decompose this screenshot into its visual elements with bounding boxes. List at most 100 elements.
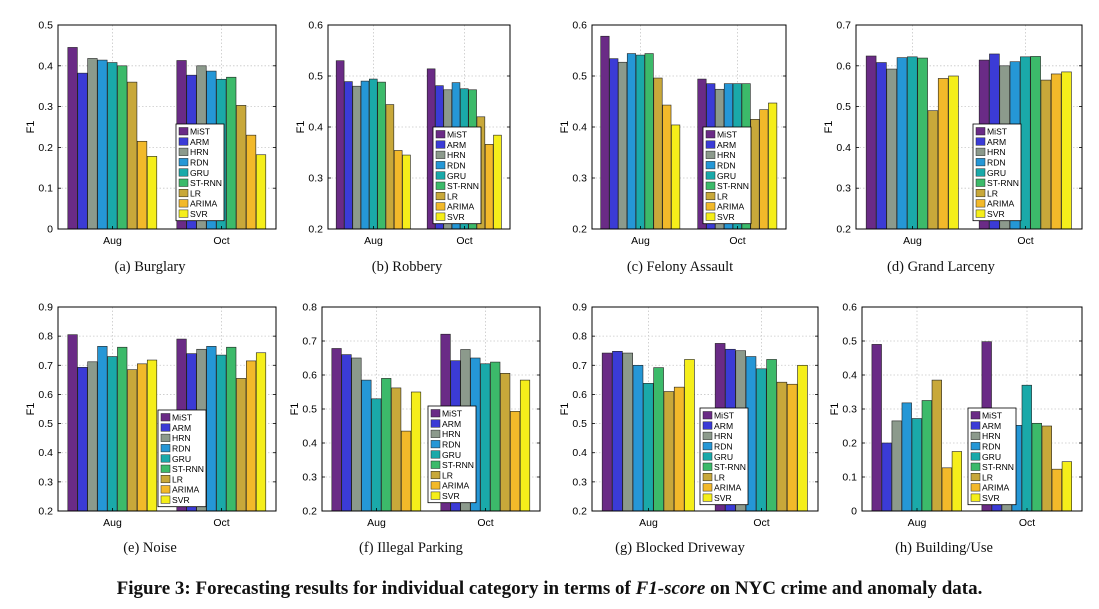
bar-svr-oct: [768, 102, 778, 230]
legend-label-rdn: RDN: [447, 161, 466, 171]
bar-gru-aug: [907, 56, 918, 230]
legend-label-arm: ARM: [717, 140, 736, 150]
legend-label-lr: LR: [714, 472, 725, 482]
axes-frame: [57, 306, 277, 512]
legend-swatch-arm: [435, 140, 446, 149]
y-tick-label: 0.5: [38, 20, 53, 32]
legend-label-rdn: RDN: [442, 440, 461, 450]
bar-mist-aug: [335, 60, 345, 230]
y-tick-label: 0.5: [842, 336, 857, 348]
legend-swatch-st-rnn: [178, 178, 189, 187]
legend-label-gru: GRU: [982, 452, 1001, 462]
legend-label-mist: MiST: [442, 409, 463, 419]
bar-lr-aug: [385, 104, 395, 230]
legend-swatch-gru: [435, 171, 446, 180]
bar-arima-aug: [137, 363, 148, 512]
legend-swatch-svr: [702, 493, 713, 502]
bar-svr-aug: [948, 75, 959, 230]
bar-svr-oct: [797, 364, 808, 512]
subcaption-e: (e) Noise: [123, 540, 177, 556]
bar-arima-oct: [1051, 468, 1062, 512]
chart-a: 0 0.1 0.2 0.3 0.4 0.5 Aug Oct F1 MiSTARMHRNRDNGRU…: [25, 20, 277, 247]
bar-rdn-aug: [360, 80, 370, 230]
legend-swatch-svr: [178, 209, 189, 218]
bar-lr-oct: [500, 372, 511, 512]
bar-rdn-aug: [896, 57, 908, 230]
x-tick-label: Aug: [367, 517, 386, 529]
bar-st-rnn-aug: [117, 65, 128, 230]
y-tick-label: 0.6: [836, 60, 851, 72]
bar-arm-aug: [609, 58, 619, 230]
legend-label-svr: SVR: [714, 493, 732, 503]
legend-swatch-lr: [178, 189, 189, 198]
legend-label-rdn: RDN: [982, 442, 1001, 452]
legend-label-st-rnn: ST-RNN: [987, 178, 1019, 188]
legend-label-lr: LR: [447, 191, 458, 201]
legend-swatch-rdn: [702, 442, 713, 451]
legend-label-svr: SVR: [190, 209, 208, 219]
subcaption-f: (f) Illegal Parking: [359, 540, 463, 556]
bar-arm-aug: [881, 442, 892, 512]
bar-mist-aug: [331, 348, 342, 512]
legend-swatch-arm: [430, 419, 441, 428]
y-tick-label: 0.3: [572, 476, 587, 488]
y-tick-label: 0.3: [38, 476, 53, 488]
bar-st-rnn-aug: [381, 378, 392, 512]
y-tick-label: 0.5: [308, 71, 323, 83]
legend-label-arima: ARIMA: [447, 202, 474, 212]
legend-swatch-arm: [178, 137, 189, 146]
legend-swatch-arima: [975, 199, 986, 208]
y-tick-label: 0.8: [38, 331, 53, 343]
bar-arm-aug: [77, 367, 88, 512]
bar-mist-aug: [67, 334, 78, 512]
bar-gru-oct: [1021, 384, 1032, 512]
x-tick-label: Oct: [753, 517, 769, 529]
caption-suffix: on NYC crime and anomaly data.: [705, 578, 983, 599]
y-tick-label: 0.4: [572, 447, 587, 459]
bar-hrn-aug: [618, 61, 628, 230]
bar-lr-aug: [663, 391, 675, 512]
legend-swatch-st-rnn: [705, 181, 716, 190]
legend-swatch-arima: [160, 485, 171, 494]
legend-label-rdn: RDN: [714, 442, 733, 452]
bar-lr-aug: [127, 81, 138, 230]
bar-mist-aug: [871, 344, 882, 512]
bar-svr-aug: [671, 124, 681, 230]
y-tick-label: 0.3: [572, 173, 587, 185]
bar-hrn-aug: [891, 420, 902, 512]
legend-label-st-rnn: ST-RNN: [982, 462, 1014, 472]
legend-swatch-svr: [160, 495, 171, 504]
legend-swatch-lr: [435, 192, 446, 201]
legend-label-hrn: HRN: [714, 431, 733, 441]
x-tick-label: Oct: [477, 517, 493, 529]
y-tick-label: 0.8: [572, 331, 587, 343]
legend-swatch-rdn: [435, 161, 446, 170]
y-tick-label: 0: [47, 224, 53, 236]
y-tick-label: 0.4: [38, 447, 53, 459]
x-tick-label: Oct: [213, 235, 229, 247]
x-tick-label: Aug: [908, 517, 927, 529]
legend-label-arima: ARIMA: [172, 485, 199, 495]
x-tick-label: Oct: [729, 235, 745, 247]
y-axis-label: F1: [829, 403, 841, 416]
bar-gru-aug: [107, 356, 118, 512]
bar-st-rnn-aug: [117, 346, 128, 512]
legend-swatch-st-rnn: [435, 181, 446, 190]
x-tick-label: Aug: [103, 235, 122, 247]
legend-swatch-mist: [430, 409, 441, 418]
legend-swatch-hrn: [435, 150, 446, 159]
subcaption-d: (d) Grand Larceny: [887, 259, 995, 275]
bar-arima-aug: [673, 386, 685, 512]
legend-label-hrn: HRN: [717, 150, 736, 160]
y-tick-label: 0.2: [836, 224, 851, 236]
y-tick-label: 0.6: [302, 370, 317, 382]
bar-st-rnn-aug: [644, 53, 654, 230]
legend-swatch-arima: [178, 199, 189, 208]
y-tick-label: 0.4: [836, 142, 851, 154]
legend-swatch-hrn: [178, 147, 189, 156]
legend-label-arm: ARM: [442, 419, 461, 429]
bar-arm-aug: [876, 62, 887, 230]
bar-arima-oct: [510, 411, 521, 512]
caption-metric: F1-score: [635, 578, 706, 599]
